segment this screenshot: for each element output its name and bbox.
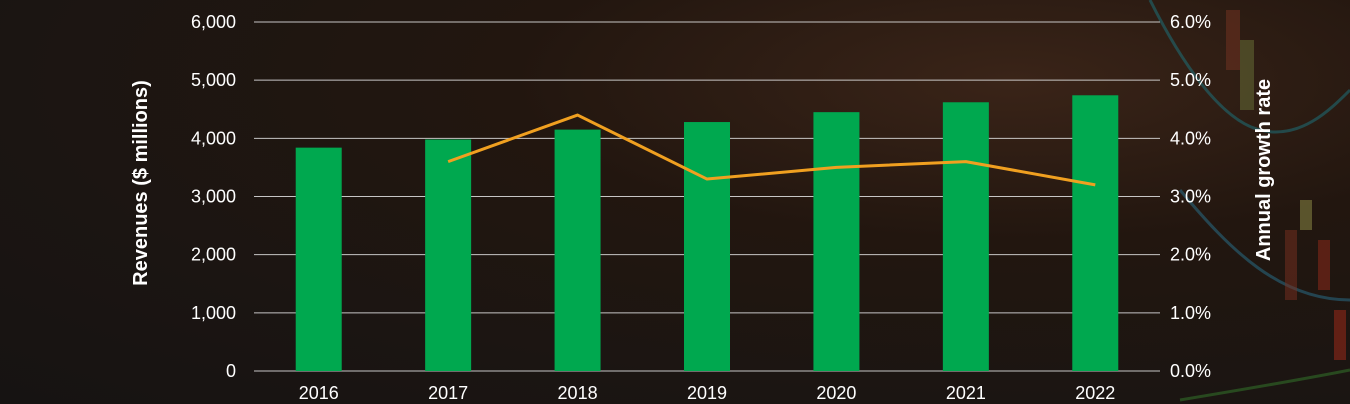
y2-axis-title: Annual growth rate: [1253, 79, 1275, 261]
y-tick-label: 6,000: [191, 12, 236, 32]
bar-2022: [1072, 95, 1119, 371]
y-tick-label: 0: [226, 361, 236, 381]
line-series: [447, 113, 1096, 187]
y-tick-label: 3,000: [191, 187, 236, 207]
y2-tick-label: 2.0%: [1170, 245, 1211, 265]
x-tick-label: 2020: [816, 383, 856, 403]
bar-2019: [684, 122, 730, 372]
x-axis-ticks: 2016 2017 2018 2019 2020 2021 2022: [299, 383, 1116, 403]
y2-tick-label: 1.0%: [1170, 303, 1211, 323]
bar-2020: [813, 112, 860, 372]
x-tick-label: 2016: [299, 383, 339, 403]
y-tick-label: 5,000: [191, 70, 236, 90]
x-tick-label: 2021: [946, 383, 986, 403]
bar-2021: [942, 102, 989, 372]
x-tick-label: 2022: [1075, 383, 1115, 403]
bar-2016: [295, 147, 342, 371]
y2-tick-label: 0.0%: [1170, 361, 1211, 381]
x-tick-label: 2019: [687, 383, 727, 403]
left-axis-ticks: 0 1,000 2,000 3,000 4,000 5,000 6,000: [191, 12, 236, 381]
y2-tick-label: 4.0%: [1170, 128, 1211, 148]
growth-rate-line: [447, 113, 1096, 187]
y2-tick-label: 6.0%: [1170, 12, 1211, 32]
bar-2017: [425, 139, 472, 371]
bar-series: [295, 95, 1119, 372]
y-tick-label: 2,000: [191, 245, 236, 265]
bar-2018: [554, 129, 601, 371]
y-tick-label: 4,000: [191, 128, 236, 148]
x-tick-label: 2017: [428, 383, 468, 403]
right-axis-ticks: 0.0% 1.0% 2.0% 3.0% 4.0% 5.0% 6.0%: [1170, 12, 1211, 381]
x-tick-label: 2018: [558, 383, 598, 403]
y2-tick-label: 5.0%: [1170, 70, 1211, 90]
y2-tick-label: 3.0%: [1170, 187, 1211, 207]
y-axis-title: Revenues ($ millions): [130, 80, 152, 286]
y-tick-label: 1,000: [191, 303, 236, 323]
